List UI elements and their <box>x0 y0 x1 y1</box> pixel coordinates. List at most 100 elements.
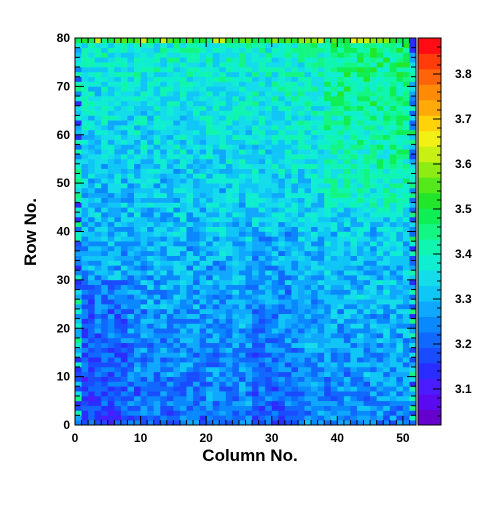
heatmap-cell <box>114 236 122 242</box>
heatmap-cell <box>75 386 82 392</box>
heatmap-cell <box>225 168 233 174</box>
heatmap-cell <box>179 105 187 111</box>
heatmap-cell <box>81 216 89 223</box>
heatmap-cell <box>330 250 338 256</box>
heatmap-cell <box>147 386 154 392</box>
colorbar-tick-label: 3.4 <box>455 247 472 261</box>
heatmap-cell <box>120 76 128 82</box>
heatmap-cell <box>370 391 377 397</box>
heatmap-cell <box>252 260 259 266</box>
heatmap-cell <box>350 299 358 305</box>
heatmap-cell <box>147 376 154 382</box>
heatmap-cell <box>258 42 266 48</box>
heatmap-cell <box>134 226 141 232</box>
heatmap-cell <box>337 241 345 247</box>
heatmap-cell <box>232 246 240 252</box>
heatmap-cell <box>363 318 371 324</box>
heatmap-cell <box>212 125 220 131</box>
heatmap-cell <box>291 129 299 136</box>
heatmap-cell <box>160 110 168 116</box>
heatmap-cell <box>199 313 207 319</box>
heatmap-cell <box>179 163 187 169</box>
heatmap-cell <box>245 391 253 397</box>
heatmap-cell <box>101 173 109 179</box>
heatmap-cell <box>107 71 115 77</box>
heatmap-cell <box>120 400 128 406</box>
heatmap-cell <box>140 328 148 334</box>
heatmap-cell <box>356 333 364 339</box>
heatmap-cell <box>284 308 292 315</box>
heatmap-cell <box>271 81 279 87</box>
heatmap-cell <box>127 255 135 261</box>
heatmap-cell <box>265 366 273 373</box>
heatmap-cell <box>278 352 286 358</box>
heatmap-cell <box>245 158 253 165</box>
heatmap-cell <box>147 265 154 271</box>
heatmap-cell <box>337 395 345 402</box>
heatmap-cell <box>173 362 181 368</box>
heatmap-cell <box>232 275 240 281</box>
heatmap-cell <box>199 100 207 107</box>
heatmap-cell <box>258 158 266 165</box>
heatmap-cell <box>343 52 351 58</box>
heatmap-cell <box>284 366 292 373</box>
heatmap-cell <box>265 304 273 310</box>
heatmap-cell <box>383 289 391 295</box>
heatmap-cell <box>383 400 391 406</box>
heatmap-cell <box>101 299 109 305</box>
heatmap-cell <box>193 420 200 426</box>
heatmap-cell <box>81 81 89 87</box>
heatmap-cell <box>324 62 332 68</box>
heatmap-cell <box>75 42 82 48</box>
heatmap-cell <box>206 284 214 290</box>
heatmap-cell <box>212 134 220 140</box>
heatmap-cell <box>258 405 266 411</box>
heatmap-cell <box>402 57 410 63</box>
heatmap-cell <box>402 168 410 174</box>
heatmap-cell <box>324 299 332 305</box>
heatmap-cell <box>337 67 345 73</box>
heatmap-cell <box>258 318 266 324</box>
heatmap-cell <box>94 38 102 44</box>
heatmap-cell <box>134 284 141 290</box>
heatmap-cell <box>317 110 325 116</box>
heatmap-cell <box>317 120 325 126</box>
heatmap-cell <box>343 376 351 382</box>
heatmap-cell <box>81 289 89 295</box>
heatmap-cell <box>284 352 292 358</box>
heatmap-cell <box>114 144 122 150</box>
heatmap-cell <box>402 178 410 184</box>
heatmap-cell <box>278 357 286 363</box>
heatmap-cell <box>120 294 128 300</box>
heatmap-cell <box>81 299 89 305</box>
heatmap-cell <box>81 192 89 198</box>
heatmap-cell <box>206 149 214 155</box>
heatmap-cell <box>114 129 122 136</box>
heatmap-cell <box>252 86 259 92</box>
heatmap-cell <box>389 275 397 281</box>
heatmap-cell <box>271 284 279 290</box>
heatmap-cell <box>324 318 332 324</box>
colorbar-swatch <box>418 115 441 132</box>
heatmap-cell <box>101 289 109 295</box>
heatmap-cell <box>212 226 220 232</box>
heatmap-cell <box>140 71 148 77</box>
heatmap-cell <box>134 357 141 363</box>
heatmap-cell <box>206 120 214 126</box>
heatmap-cell <box>363 405 371 411</box>
heatmap-cell <box>232 328 240 334</box>
heatmap-cell <box>383 386 391 392</box>
heatmap-cell <box>330 76 338 82</box>
heatmap-cell <box>114 362 122 368</box>
heatmap-cell <box>166 91 174 97</box>
heatmap-cell <box>238 183 246 189</box>
heatmap-cell <box>265 275 273 281</box>
heatmap-cell <box>370 241 377 247</box>
heatmap-cell <box>389 120 397 126</box>
heatmap-cell <box>324 100 332 107</box>
heatmap-cell <box>350 57 358 63</box>
heatmap-cell <box>232 207 240 213</box>
heatmap-cell <box>160 333 168 339</box>
heatmap-cell <box>258 57 266 63</box>
heatmap-cell <box>114 120 122 126</box>
